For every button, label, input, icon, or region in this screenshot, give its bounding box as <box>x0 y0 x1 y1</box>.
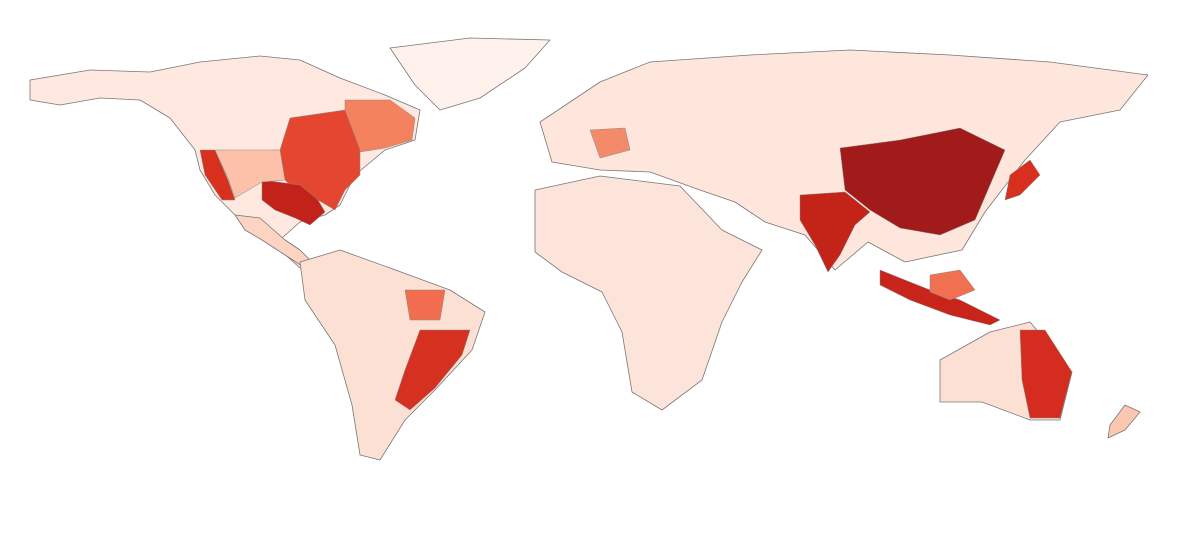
greenland <box>389 37 551 111</box>
region <box>1004 159 1041 201</box>
region <box>404 289 446 321</box>
africa <box>534 175 763 411</box>
new-zealand <box>1107 404 1141 439</box>
region <box>214 149 286 199</box>
region <box>1019 329 1073 419</box>
region <box>799 191 871 273</box>
region <box>261 179 326 226</box>
region <box>589 127 631 159</box>
region <box>394 329 471 411</box>
region <box>929 269 976 301</box>
region <box>839 127 1006 236</box>
